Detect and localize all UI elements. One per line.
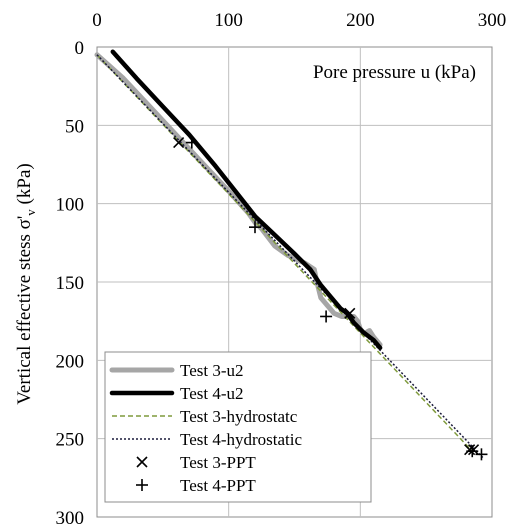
- y-tick-label: 50: [65, 116, 84, 137]
- y-tick-label: 100: [56, 195, 85, 216]
- y-tick-label: 200: [56, 351, 85, 372]
- y-axis-title: Vertical effective stess σ'v (kPa): [14, 163, 38, 404]
- legend-label-test-4-ppt: Test 4-PPT: [180, 476, 256, 495]
- series-layer: [94, 49, 484, 459]
- y-tick-label: 250: [56, 430, 85, 451]
- plus-marker-point: [320, 310, 333, 323]
- legend-swatch-test-3-ppt: [136, 456, 148, 468]
- y-tick-label: 0: [75, 38, 85, 59]
- x-tick-label: 200: [346, 10, 375, 31]
- plus-marker-point: [185, 136, 198, 149]
- x-tick-label: 100: [214, 10, 243, 31]
- y-axis-title-main: Vertical effective stess σ': [14, 216, 35, 405]
- x-marker-point: [344, 307, 356, 319]
- plus-marker-point: [249, 221, 261, 234]
- y-axis-title-sub: v: [23, 209, 38, 216]
- x-tick-label: 0: [92, 10, 102, 31]
- legend-label-test-3-ppt: Test 3-PPT: [180, 453, 256, 472]
- y-axis-title-suffix: (kPa): [14, 163, 35, 209]
- marker-layer: [173, 136, 488, 461]
- y-tick-label: 300: [56, 508, 85, 529]
- series-test-3-hydrostatc: [96, 54, 473, 452]
- legend-label-test-4-u2: Test 4-u2: [180, 384, 244, 403]
- legend-box: [104, 351, 372, 503]
- legend: Test 3-u2 Test 4-u2 Test 3-hydrostatc Test …: [104, 351, 372, 503]
- legend-label-test-3-u2: Test 3-u2: [180, 361, 244, 380]
- series-test-4-u2: [110, 49, 383, 351]
- x-tick-label: 300: [478, 10, 507, 31]
- y-tick-label: 150: [56, 273, 85, 294]
- plus-marker-point: [466, 445, 479, 458]
- tick-labels: 0 100 200 300 0 50 100 150 200 250 300: [56, 10, 507, 529]
- plus-marker-point: [475, 448, 488, 461]
- series-test-4-hydrostatic: [96, 54, 484, 459]
- pore-pressure-label: Pore pressure u (kPa): [313, 62, 476, 83]
- x-marker-point: [173, 137, 185, 149]
- legend-label-test-4-hydrostatic: Test 4-hydrostatic: [180, 430, 302, 449]
- legend-label-test-3-hydrostatc: Test 3-hydrostatc: [180, 407, 298, 426]
- legend-swatch-test-4-ppt: [136, 479, 148, 491]
- x-marker-point: [468, 444, 480, 456]
